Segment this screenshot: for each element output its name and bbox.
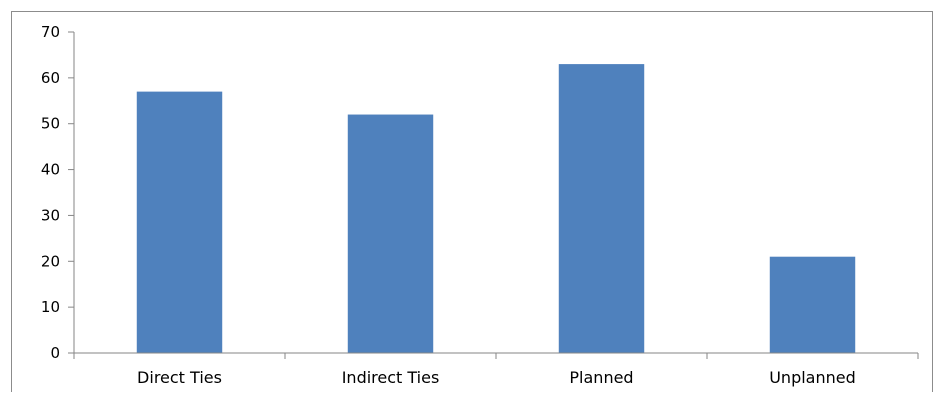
y-tick-label: 30 [41, 206, 60, 224]
y-tick-label: 70 [41, 23, 60, 41]
bars [136, 64, 856, 354]
x-category-label: Planned [569, 368, 633, 387]
bar-direct-ties [136, 91, 223, 353]
y-tick-label: 50 [41, 115, 60, 133]
bar-unplanned [769, 256, 856, 353]
y-tick-label: 60 [41, 69, 60, 87]
y-tick-label: 40 [41, 161, 60, 179]
x-axis-labels: Direct Ties Indirect Ties Planned Unplanned [137, 368, 856, 387]
y-tick-label: 20 [41, 252, 60, 270]
x-category-label: Unplanned [769, 368, 856, 387]
bar-planned [558, 64, 645, 353]
y-axis-ticks: 0 10 20 30 40 50 60 70 [41, 23, 74, 362]
y-tick-label: 0 [50, 344, 60, 362]
chart-frame [11, 11, 933, 392]
y-tick-label: 10 [41, 298, 60, 316]
bar-indirect-ties [347, 114, 434, 354]
x-category-label: Direct Ties [137, 368, 222, 387]
x-category-label: Indirect Ties [342, 368, 440, 387]
axes [73, 32, 919, 359]
